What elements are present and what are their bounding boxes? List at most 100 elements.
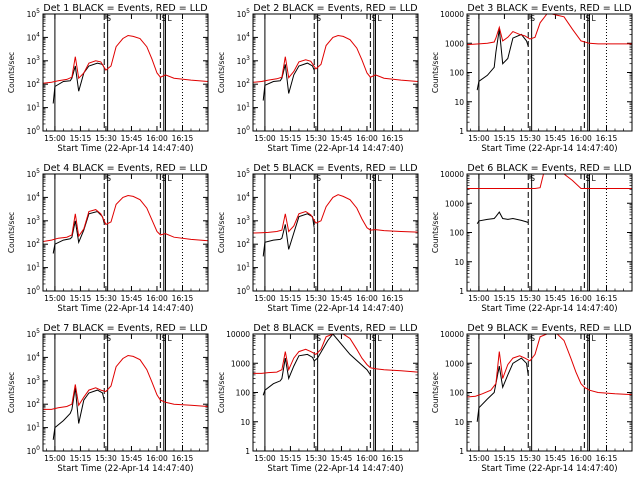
flag-label: L (377, 174, 382, 183)
y-tick-label: 105 (237, 168, 251, 179)
plot-frame (466, 13, 633, 132)
y-tick-label: 102 (27, 78, 41, 89)
y-tick-label: 10000 (440, 330, 464, 339)
x-axis-label: Start Time (22-Apr-14 14:47:40) (481, 304, 617, 314)
y-tick-label: 1000 (445, 359, 464, 368)
x-axis-label: Start Time (22-Apr-14 14:47:40) (267, 144, 403, 154)
x-tick-label: 16:15 (172, 454, 194, 463)
flag-label: S (371, 174, 376, 183)
y-tick-label: 104 (237, 31, 251, 42)
chart-panel: Det 3 BLACK = Events, RED = LLD Counts/se… (431, 3, 633, 154)
x-tick-label: 15:15 (280, 294, 302, 303)
series-line-events (476, 357, 529, 422)
flag-label: S (106, 174, 111, 183)
flag-label: S (371, 14, 376, 23)
flag-label: L (167, 14, 172, 23)
flag-label: S (106, 14, 111, 23)
y-tick-label: 10000 (440, 170, 464, 179)
y-tick-label: 100 (450, 69, 465, 78)
y-tick-label: 100 (27, 125, 41, 136)
x-tick-label: 15:30 (305, 294, 327, 303)
x-axis-label: Start Time (22-Apr-14 14:47:40) (57, 464, 193, 474)
y-tick-label: 100 (237, 125, 251, 136)
series-line-lld (467, 334, 632, 398)
x-tick-label: 16:00 (146, 134, 168, 143)
chart-title: Det 4 BLACK = Events, RED = LLD (43, 163, 207, 174)
flag-label: S (161, 334, 166, 343)
y-tick-label: 1000 (445, 199, 464, 208)
chart-panel: Det 7 BLACK = Events, RED = LLD Counts/se… (7, 323, 209, 474)
x-tick-label: 16:00 (146, 294, 168, 303)
flag-label: L (377, 334, 382, 343)
flag-label: S (585, 14, 590, 23)
y-tick-label: 101 (237, 102, 251, 113)
plot-frame (42, 333, 209, 452)
x-tick-label: 16:15 (172, 134, 194, 143)
x-tick-label: 15:15 (280, 134, 302, 143)
chart-title: Det 9 BLACK = Events, RED = LLD (467, 323, 631, 334)
series-line-events (262, 334, 371, 396)
series-line-lld (253, 194, 418, 234)
y-tick-label: 100 (27, 285, 41, 296)
x-tick-label: 15:15 (494, 134, 516, 143)
y-tick-label: 10 (454, 98, 464, 107)
x-tick-label: 15:30 (95, 134, 117, 143)
flag-label: L (591, 334, 596, 343)
y-tick-label: 10 (454, 258, 464, 267)
y-tick-label: 105 (27, 8, 41, 19)
x-tick-label: 15:45 (331, 454, 353, 463)
series-line-events (262, 62, 315, 101)
series-line-lld (253, 334, 418, 374)
y-axis-label: Counts/sec (7, 52, 16, 93)
x-tick-label: 16:15 (382, 454, 404, 463)
x-tick-label: 15:00 (468, 454, 490, 463)
plot-frame (42, 173, 209, 292)
y-tick-label: 10000 (440, 10, 464, 19)
flag-label: S (161, 14, 166, 23)
flag-label: S (530, 174, 535, 183)
y-tick-label: 105 (27, 328, 41, 339)
y-axis-label: Counts/sec (431, 212, 440, 253)
x-tick-label: 16:00 (570, 134, 592, 143)
series-line-lld (43, 194, 208, 242)
x-tick-label: 15:00 (254, 134, 276, 143)
x-tick-label: 15:45 (545, 134, 567, 143)
y-tick-label: 103 (27, 215, 41, 226)
flag-label: L (167, 334, 172, 343)
y-tick-label: 100 (450, 229, 465, 238)
flag-label: L (377, 14, 382, 23)
x-tick-label: 15:45 (545, 454, 567, 463)
chart-panel: Det 8 BLACK = Events, RED = LLD Counts/se… (217, 323, 419, 474)
y-tick-label: 10 (454, 418, 464, 427)
series-line-events (52, 387, 105, 440)
flag-label: S (585, 174, 590, 183)
x-tick-label: 16:00 (356, 294, 378, 303)
series-line-lld (43, 354, 208, 410)
x-tick-label: 16:15 (172, 294, 194, 303)
x-tick-label: 15:45 (331, 134, 353, 143)
x-tick-label: 15:30 (519, 134, 541, 143)
y-tick-label: 102 (27, 238, 41, 249)
x-tick-label: 16:00 (570, 294, 592, 303)
y-tick-label: 1 (245, 447, 250, 456)
x-tick-label: 15:45 (121, 134, 143, 143)
x-tick-label: 15:15 (280, 454, 302, 463)
x-tick-label: 16:15 (596, 294, 618, 303)
y-tick-label: 103 (237, 55, 251, 66)
flag-label: S (530, 14, 535, 23)
y-axis-label: Counts/sec (431, 372, 440, 413)
x-tick-label: 15:15 (70, 294, 92, 303)
series-line-events (476, 211, 529, 224)
y-tick-label: 100 (27, 445, 41, 456)
x-tick-label: 15:30 (305, 454, 327, 463)
x-tick-label: 16:00 (356, 134, 378, 143)
y-tick-label: 103 (237, 215, 251, 226)
x-tick-label: 15:15 (494, 294, 516, 303)
y-tick-label: 1 (459, 127, 464, 136)
chart-panel: Det 1 BLACK = Events, RED = LLD Counts/se… (7, 3, 209, 154)
y-tick-label: 1000 (231, 359, 250, 368)
flag-label: L (167, 174, 172, 183)
x-tick-label: 16:15 (382, 134, 404, 143)
plot-frame (252, 173, 419, 292)
series-line-lld (43, 34, 208, 84)
